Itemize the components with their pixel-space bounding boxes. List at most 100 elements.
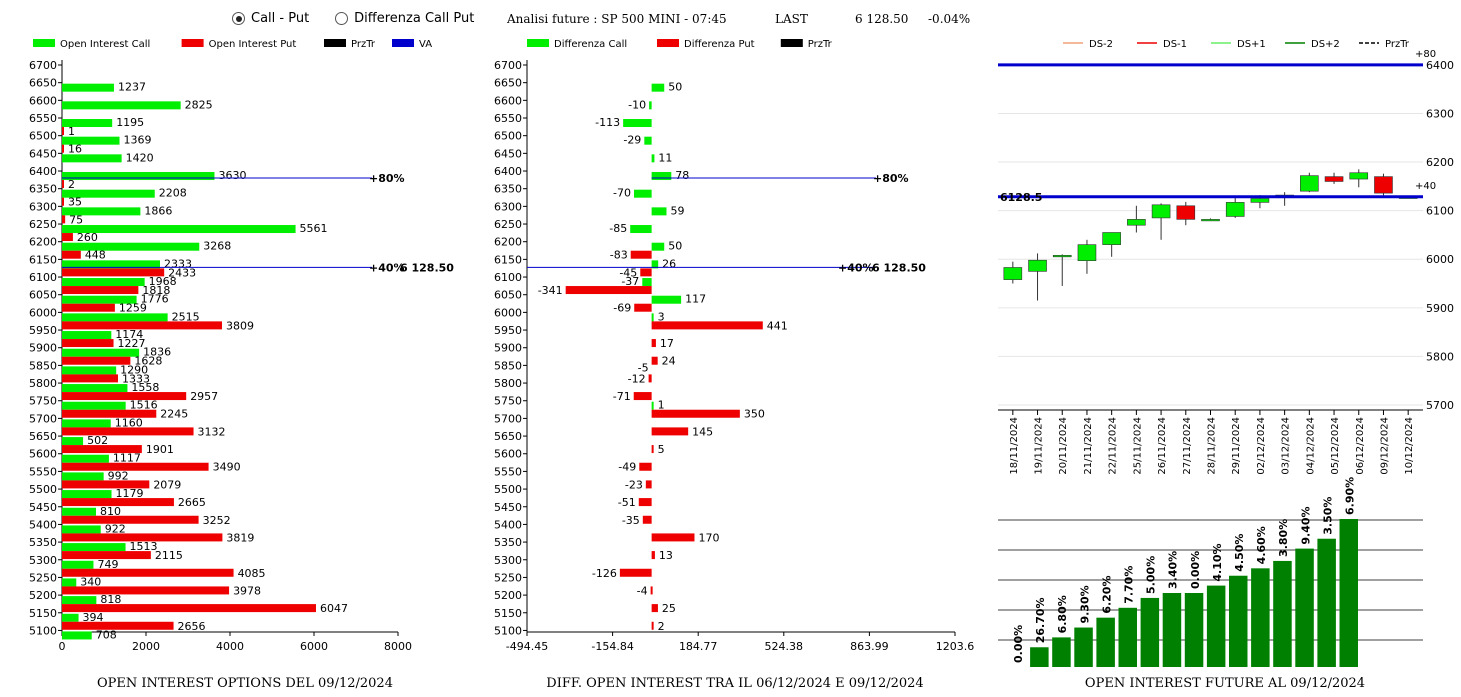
p3-candle-body <box>1003 267 1023 280</box>
p2-call-label: 11 <box>658 151 672 164</box>
legend-label-0: Differenza Call <box>554 39 627 50</box>
p2-put-label: 24 <box>662 355 676 368</box>
p2-put-bar <box>651 321 763 330</box>
legend-label-2: PrzTr <box>808 39 833 50</box>
p1-put-bar <box>62 127 64 136</box>
p3-candle-body <box>1052 255 1072 258</box>
p1-call-label: 1369 <box>123 134 151 147</box>
legend-swatch-1 <box>181 39 204 47</box>
p1-put-label: 3978 <box>233 584 261 597</box>
p1-call-bar <box>62 613 79 622</box>
legend-swatch-0 <box>33 39 55 47</box>
p4-bar-label: 6.90% <box>1344 477 1357 515</box>
p2-ytick-label: 5300 <box>494 554 522 567</box>
p3-date-label: 10/12/2024 <box>1404 417 1415 475</box>
p3-date-label: 04/12/2024 <box>1305 417 1316 475</box>
p2-call-bar <box>644 136 652 145</box>
p4-title: OPEN INTEREST FUTURE AL 09/12/2024 <box>1085 676 1365 691</box>
p2-put-bar <box>651 604 658 613</box>
legend-label-2: PrzTr <box>351 39 376 50</box>
p2-ytick-label: 5850 <box>494 359 522 372</box>
p1-put-label: 1333 <box>122 372 150 385</box>
p2-xtick-label: 184.77 <box>679 640 718 653</box>
p1-put-label: 1 <box>68 125 75 138</box>
p4-bar-label: 6.20% <box>1100 575 1113 613</box>
p1-ytick-label: 5350 <box>29 536 57 549</box>
legend-swatch-3 <box>392 39 414 47</box>
p1-call-bar <box>62 189 155 198</box>
p2-xtick-label: 524.38 <box>765 640 804 653</box>
p1-put-bar <box>62 339 114 348</box>
p4-bar-label: 6.80% <box>1056 595 1069 633</box>
p2-call-bar <box>633 189 652 198</box>
p1-put-bar <box>62 286 139 295</box>
p1-call-bar <box>62 454 109 463</box>
p2-call-label: 50 <box>668 240 682 253</box>
p2-call-bar <box>623 119 652 128</box>
p1-ytick-label: 5400 <box>29 518 57 531</box>
p1-ytick-label: 6200 <box>29 236 57 249</box>
p1-put-bar <box>62 356 131 365</box>
p1-ytick-label: 5800 <box>29 377 57 390</box>
p1-call-bar <box>62 560 94 569</box>
p1-call-bar <box>62 507 97 516</box>
p1-put-label: 2245 <box>160 408 188 421</box>
p1-put-bar <box>62 427 194 436</box>
p4-bar <box>1118 607 1137 667</box>
p1-put-label: 3490 <box>213 461 241 474</box>
radio-differenza-indicator[interactable] <box>335 12 349 25</box>
p2-xtick-label: 863.99 <box>850 640 889 653</box>
p1-put-label: 2957 <box>190 390 218 403</box>
p4-bar <box>1184 593 1204 667</box>
p1-call-bar <box>62 260 160 269</box>
p2-ytick-label: 6550 <box>494 112 522 125</box>
p1-call-label: 2825 <box>185 98 213 111</box>
p4-bar-label: 3.50% <box>1321 497 1334 535</box>
p1-put-label: 2665 <box>178 496 206 509</box>
p3-candle-body <box>1028 259 1047 272</box>
p2-put-label: -49 <box>618 461 636 474</box>
p1-ytick-label: 6700 <box>29 59 57 72</box>
line-legend-label-1: DS-1 <box>1163 39 1187 50</box>
p3-ytick-label: 5800 <box>1426 350 1454 363</box>
p4-bar <box>1295 548 1314 667</box>
p1-put-label: 448 <box>85 249 106 262</box>
p1-put-label: 1628 <box>134 355 162 368</box>
p4-bar-label: 5.00% <box>1145 556 1158 594</box>
p3-date-label: 18/11/2024 <box>1009 417 1020 475</box>
radio-call-put-indicator[interactable] <box>232 12 245 25</box>
p3-candle-body <box>1324 176 1344 182</box>
p2-call-bar <box>651 207 667 216</box>
p2-call-label: -37 <box>621 275 639 288</box>
p2-put-bar <box>651 533 695 542</box>
p2-call-label: 1 <box>658 399 665 412</box>
p2-call-label: -70 <box>613 187 631 200</box>
p1-call-label: 3268 <box>203 240 231 253</box>
p2-ytick-label: 6300 <box>494 200 522 213</box>
p3-candle-body <box>1225 202 1245 217</box>
p4-bar-label: 3.80% <box>1277 519 1290 557</box>
radio-call-put[interactable]: Call - Put <box>232 11 309 26</box>
p3-candle-body <box>1151 204 1171 219</box>
p2-call-label: 3 <box>658 310 665 323</box>
analysis-title: Analisi future : SP 500 MINI - 07:45 <box>507 12 727 26</box>
p1-call-bar <box>62 384 128 393</box>
p1-put-bar <box>62 250 81 259</box>
p1-level-80-label: +80% <box>369 172 405 185</box>
p1-call-label: 749 <box>97 558 118 571</box>
p1-put-bar <box>62 374 118 383</box>
p1-put-bar <box>62 303 115 312</box>
p2-ytick-label: 5100 <box>494 624 522 637</box>
p1-call-label: 1174 <box>115 328 143 341</box>
p3-date-label: 21/11/2024 <box>1083 417 1094 475</box>
radio-differenza[interactable]: Differenza Call Put <box>335 11 474 26</box>
p2-ytick-label: 6050 <box>494 289 522 302</box>
p2-call-label: 78 <box>675 169 689 182</box>
p3-ytick-label: 6300 <box>1426 107 1454 120</box>
p2-level-80-label: +80% <box>873 172 909 185</box>
p1-call-bar <box>62 313 168 322</box>
p1-ytick-label: 6600 <box>29 94 57 107</box>
p2-call-bar <box>651 154 655 163</box>
p2-ytick-label: 5200 <box>494 589 522 602</box>
p1-put-label: 260 <box>77 231 98 244</box>
